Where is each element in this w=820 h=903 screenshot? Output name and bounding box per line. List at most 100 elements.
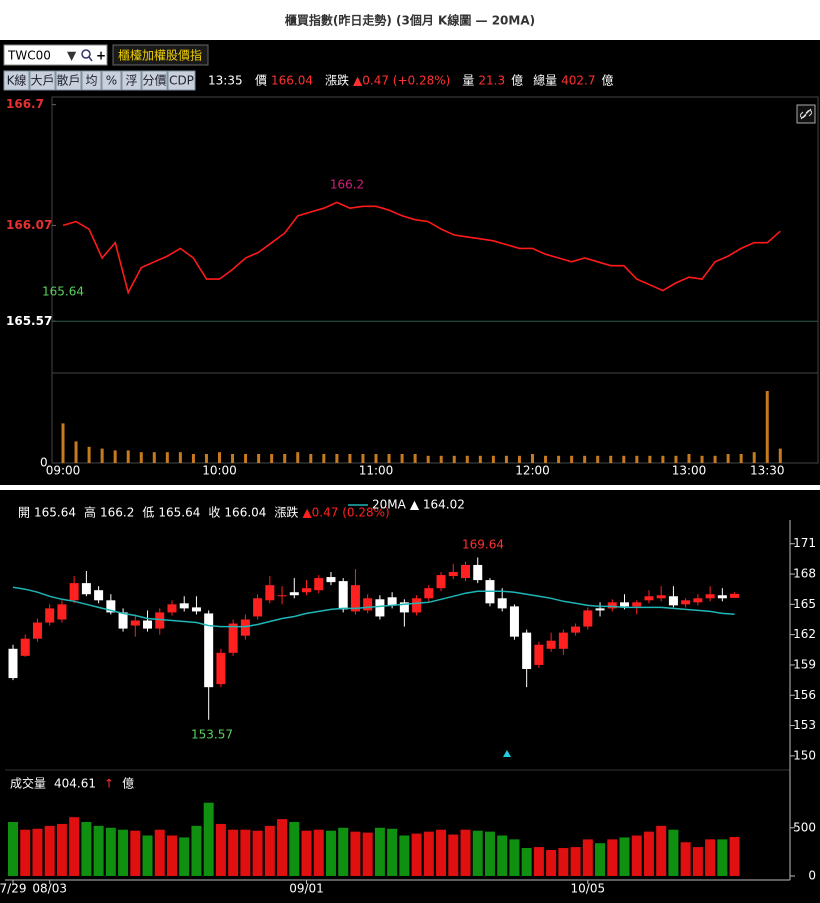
high-annotation: 169.64: [462, 538, 504, 552]
volume-bar: [325, 830, 336, 876]
dropdown-arrow[interactable]: ▼: [67, 49, 77, 63]
tool-button[interactable]: [29, 70, 56, 91]
volume-bar: [752, 452, 756, 463]
quote-unit: 億: [601, 74, 613, 88]
tool-button[interactable]: [121, 70, 142, 91]
volume-bar: [74, 441, 78, 463]
search-icon[interactable]: [81, 49, 91, 59]
quote-label: 漲跌: [325, 73, 349, 88]
add-icon[interactable]: +: [96, 49, 106, 63]
volume-bar: [583, 455, 587, 463]
tool-button[interactable]: [3, 70, 30, 91]
volume-bar: [313, 829, 324, 876]
legend-value: ▲ 164.02: [410, 498, 465, 512]
volume-bar: [521, 848, 532, 876]
volume-bar: [118, 829, 129, 876]
candle-body: [106, 600, 116, 613]
volume-bar: [301, 830, 312, 876]
page-title: 櫃買指數(昨日走勢) (3個月 K線圖 — 20MA): [285, 13, 535, 28]
candle-body: [620, 602, 629, 607]
x-tick-label: 08/03: [32, 882, 67, 896]
volume-bar: [472, 830, 483, 876]
volume-bar: [778, 448, 782, 463]
volume-bar: [700, 455, 704, 463]
tool-button[interactable]: [167, 70, 196, 91]
volume-bar: [338, 827, 349, 876]
symbol-text: TWC00: [7, 49, 51, 63]
y-tick-label: 153: [793, 718, 816, 732]
x-tick-label: 09/01: [289, 882, 324, 896]
candle-body: [583, 610, 593, 627]
tool-button[interactable]: [55, 70, 82, 91]
intraday-frame: [51, 96, 819, 464]
candle-body: [448, 572, 458, 577]
volume-bar: [595, 843, 606, 876]
volume-bar: [130, 830, 141, 876]
tool-button-label: 分價: [142, 74, 166, 88]
volume-bar: [558, 848, 569, 876]
tool-button[interactable]: [101, 70, 122, 91]
volume-bar: [656, 825, 667, 876]
ohlc-value: 165.64: [34, 506, 76, 520]
quote-value: 21.3: [478, 74, 505, 88]
volume-bar: [270, 454, 274, 463]
volume-bar: [596, 455, 600, 463]
search-icon-handle: [88, 56, 93, 62]
volume-bar: [252, 830, 263, 876]
signal-marker: [503, 750, 511, 757]
candle-body: [302, 588, 312, 593]
quote-label: 總量: [533, 73, 557, 88]
volume-bar: [361, 454, 365, 463]
name-button[interactable]: [112, 44, 209, 66]
volume-bar: [257, 454, 261, 463]
candle-body: [546, 640, 556, 649]
candle-body: [412, 598, 422, 613]
candle-body: [607, 602, 617, 609]
volume-bar: [32, 828, 43, 876]
candle-body: [571, 626, 581, 633]
tool-button-label: 大戶: [30, 74, 54, 88]
candle-body: [179, 603, 189, 609]
candle-body: [20, 638, 30, 656]
volume-bar: [687, 454, 691, 463]
volume-bar: [8, 822, 18, 876]
candle-body: [656, 595, 666, 599]
tool-button[interactable]: [81, 70, 102, 91]
volume-bar: [154, 829, 165, 876]
candle-body: [94, 590, 104, 601]
volume-bar: [557, 455, 561, 463]
ohlc-label: 漲跌: [274, 505, 298, 520]
tool-button[interactable]: [141, 70, 168, 91]
candle-body: [693, 598, 703, 603]
quote-label: 價: [255, 74, 267, 88]
x-tick-label: 13:30: [750, 464, 785, 478]
symbol-input[interactable]: [3, 44, 108, 66]
candle-body: [595, 608, 605, 611]
volume-bar: [44, 825, 55, 876]
volume-bar: [570, 455, 574, 463]
volume-bar: [729, 836, 740, 876]
x-tick-label: 13:00: [672, 464, 707, 478]
volume-bar: [509, 839, 520, 876]
volume-bar: [674, 455, 678, 463]
low-annotation: 153.57: [191, 728, 233, 742]
candle-body: [363, 598, 373, 611]
volume-bar: [504, 455, 508, 463]
tool-button-label: 均: [85, 74, 97, 88]
volume-bar: [178, 452, 182, 463]
candle-body: [289, 592, 299, 596]
intraday-panel: [0, 40, 820, 485]
volume-bar: [142, 835, 153, 876]
volume-bar: [322, 454, 326, 463]
candle-body: [155, 612, 165, 629]
candle-body: [681, 600, 691, 605]
volume-bar: [139, 452, 143, 463]
volume-bar: [491, 455, 495, 463]
volume-bar: [93, 825, 104, 876]
tool-button-label: 散戶: [56, 73, 80, 88]
y-tick-label: 500: [793, 820, 816, 834]
ohlc-label: 開: [18, 506, 30, 520]
volume-bar: [680, 842, 691, 876]
candle-body: [632, 602, 642, 607]
